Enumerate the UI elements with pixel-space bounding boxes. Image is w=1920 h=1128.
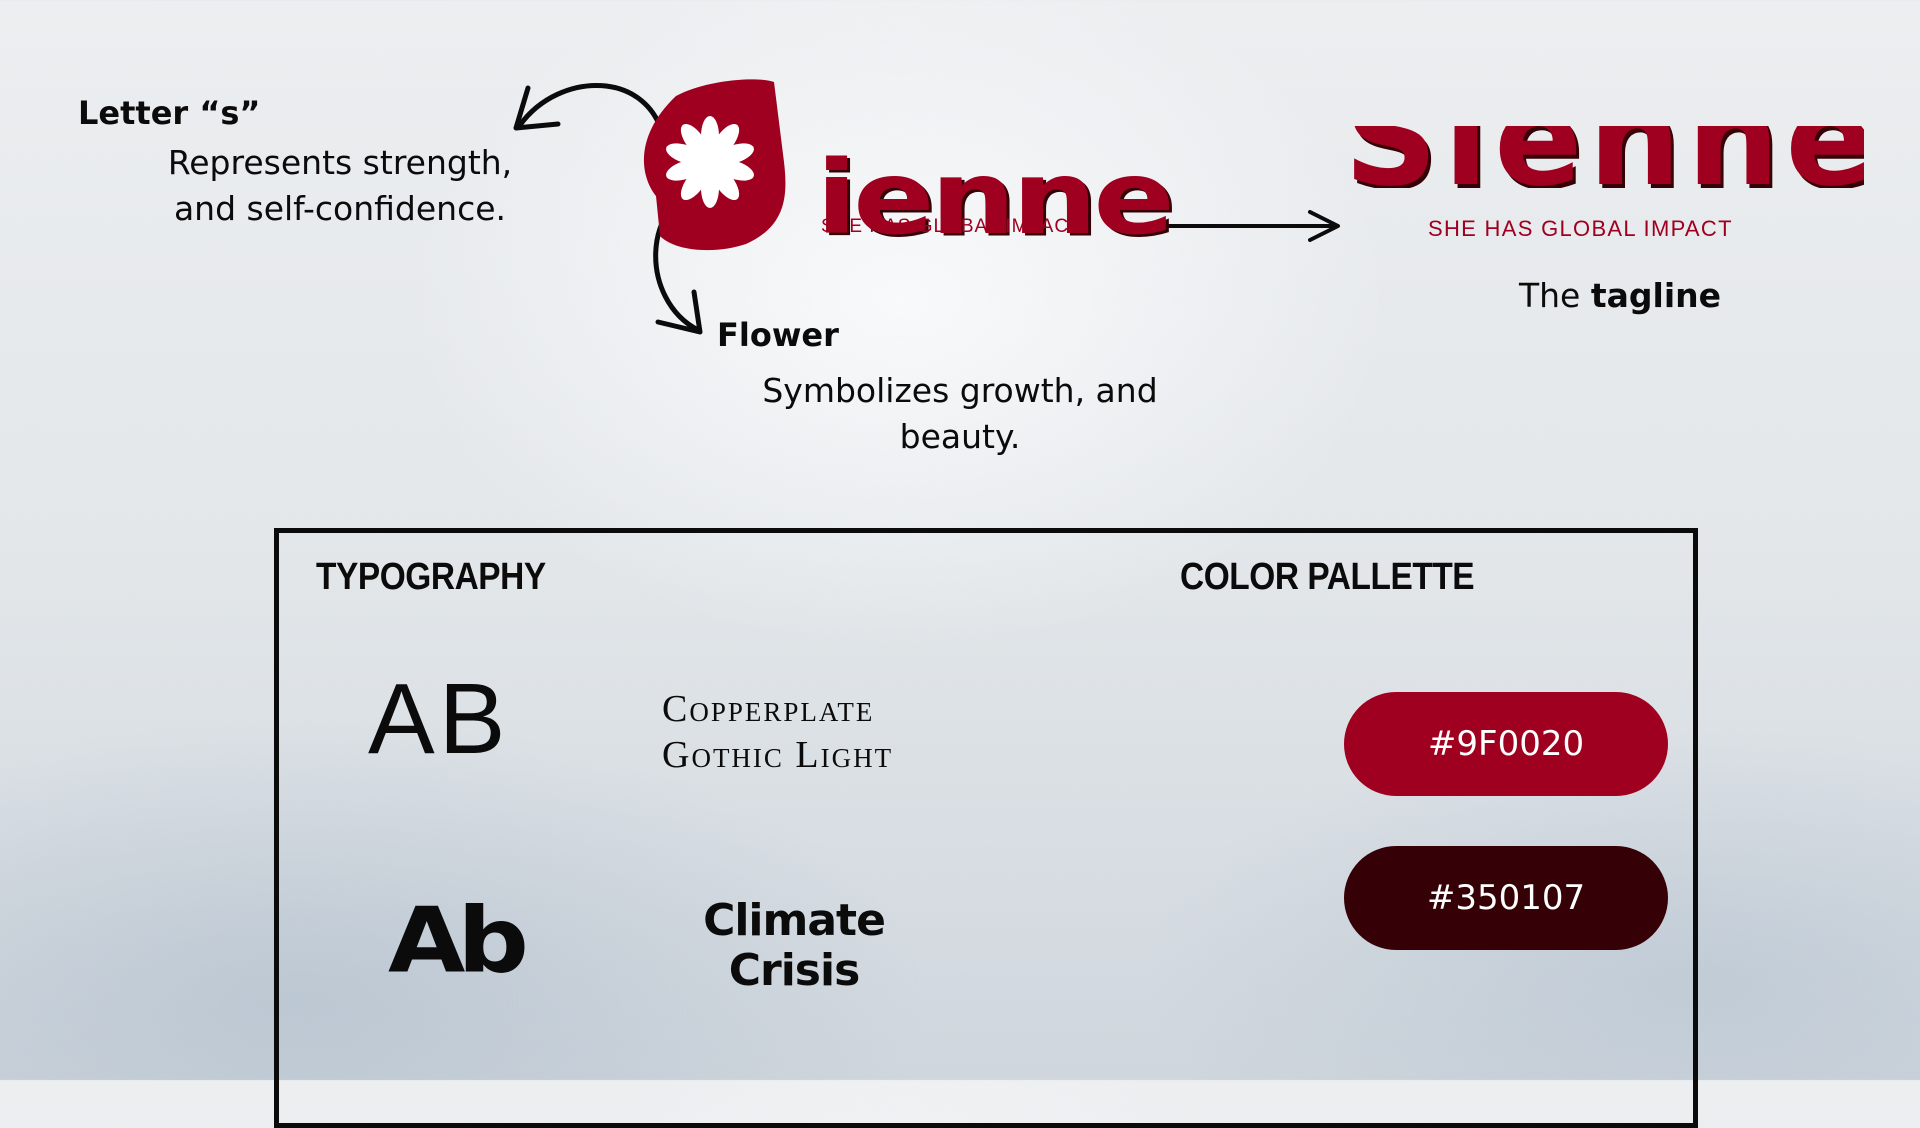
arrow-to-letter-s [517, 83, 667, 143]
sienne-logo: ienne SHE HAS GLOBAL IMPACT [636, 76, 1176, 256]
color-swatch-dark-label: #350107 [1426, 878, 1586, 918]
font-name-copperplate: Copperplate Gothic Light [662, 686, 962, 778]
tagline-note: The tagline [1470, 276, 1770, 315]
font-name-climate-crisis: Climate Crisis [703, 895, 886, 996]
tagline-note-bold: tagline [1590, 276, 1722, 315]
logo-wordmark: ienne [816, 139, 1175, 258]
flower-title: Flower [717, 316, 839, 354]
tagline-note-prefix: The [1518, 276, 1591, 315]
flower-description: Symbolizes growth, and beauty. [762, 371, 1158, 456]
brand-guide-box [274, 528, 1698, 1128]
color-palette-title: COLOR PALLETTE [1180, 556, 1475, 598]
font-sample-climate-crisis: Ab [388, 888, 529, 994]
color-swatch-dark: #350107 [1344, 846, 1668, 950]
font-sample-copperplate: AB [368, 663, 510, 775]
arrow-head-flower [655, 289, 703, 335]
color-swatch-primary-label: #9F0020 [1427, 724, 1585, 764]
arrow-head-tagline [1308, 210, 1340, 242]
color-swatch-primary: #9F0020 [1344, 692, 1668, 796]
cropped-wordmark-frame: Sienne [1344, 126, 1864, 188]
font-name-copperplate-text: Copperplate Gothic Light [662, 688, 894, 776]
cropped-wordmark: Sienne [1344, 126, 1864, 188]
logo-tagline: SHE HAS GLOBAL IMPACT [821, 216, 1082, 237]
cropped-tagline: SHE HAS GLOBAL IMPACT [1428, 216, 1733, 241]
letter-s-description: Represents strength, and self-confidence… [167, 143, 513, 228]
letter-s-title: Letter “s” [78, 94, 261, 132]
letter-s-flower-mark [643, 79, 786, 251]
typography-title: TYPOGRAPHY [316, 556, 546, 598]
arrow-head-letter-s [513, 85, 561, 131]
